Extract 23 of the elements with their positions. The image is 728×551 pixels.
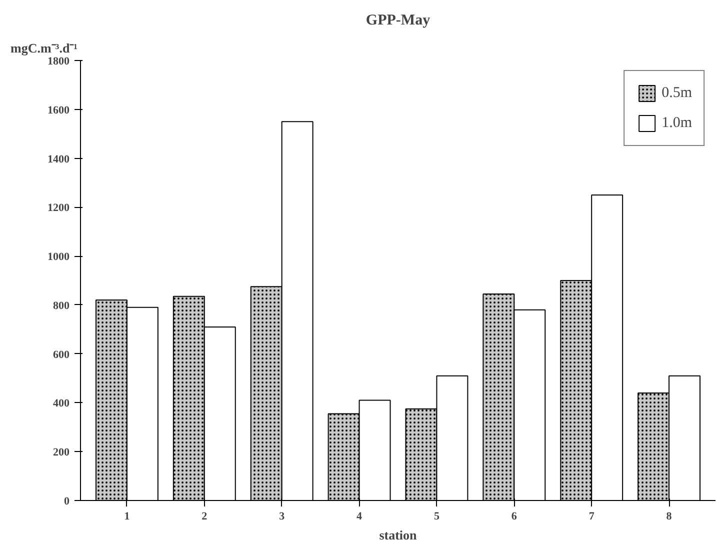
x-tick-label: 4 — [356, 510, 363, 522]
y-tick-label: 800 — [53, 300, 70, 312]
legend-label: 0.5m — [662, 84, 692, 102]
y-tick-label: 200 — [53, 446, 70, 459]
y-tick-label: 1800 — [48, 56, 70, 68]
x-tick-label: 3 — [279, 510, 286, 522]
y-tick-label: 400 — [53, 398, 70, 410]
y-tick-label: 600 — [53, 348, 70, 361]
x-tick-label: 2 — [202, 510, 208, 522]
chart-title: GPP-May — [366, 12, 431, 28]
x-tick-label: 5 — [434, 510, 440, 522]
x-tick-label: 6 — [511, 510, 518, 522]
y-tick-label: 0 — [64, 496, 70, 508]
x-axis-title: station — [379, 528, 418, 542]
y-tick-label: 1200 — [48, 202, 70, 214]
y-tick-label: 1000 — [48, 251, 70, 264]
x-tick-label: 1 — [124, 510, 130, 522]
y-tick-label: 1400 — [48, 153, 70, 166]
x-tick-label: 8 — [666, 510, 672, 522]
x-tick-label: 7 — [588, 510, 595, 522]
y-axis-title: mgC.m⁻³.d⁻¹ — [10, 40, 78, 56]
y-tick-label: 1600 — [48, 104, 70, 116]
legend-label: 1.0m — [662, 114, 692, 132]
